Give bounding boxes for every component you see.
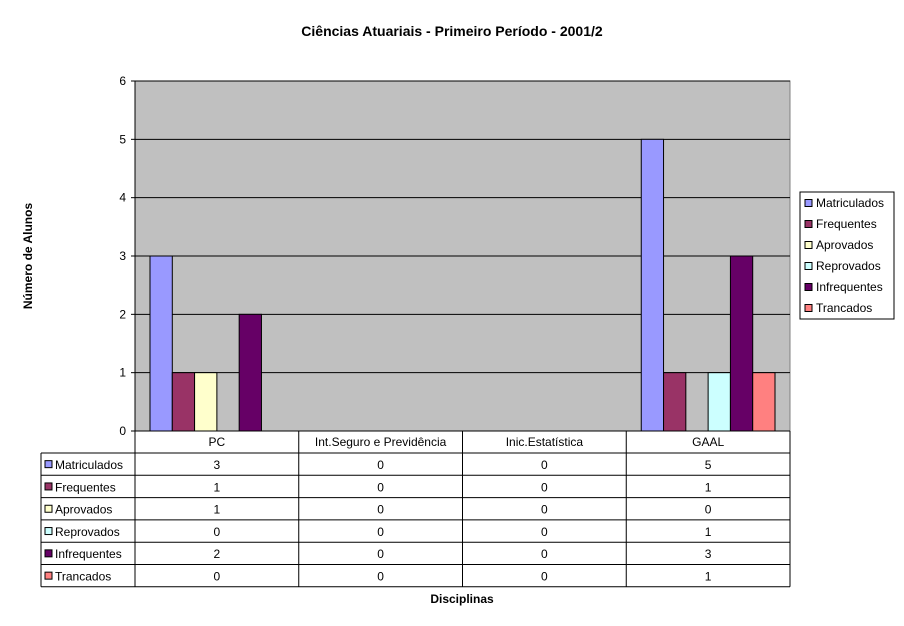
table-swatch-frequentes [44, 482, 53, 491]
data-label: 0 [377, 480, 384, 494]
data-label: 0 [377, 570, 384, 584]
legend-swatch-aprovados [804, 241, 813, 249]
data-label: 0 [377, 547, 384, 561]
table-series-label: Frequentes [55, 480, 116, 494]
table-swatch-matriculados [44, 460, 53, 469]
category-label: GAAL [692, 435, 724, 449]
bar-frequentes-0 [171, 372, 196, 432]
data-label: 2 [214, 547, 221, 561]
table-series-label: Reprovados [55, 525, 120, 539]
table-swatch-reprovados [44, 527, 53, 536]
table-series-label: Aprovados [55, 503, 112, 517]
bar-matriculados-0 [149, 255, 173, 432]
bar-frequentes-3 [663, 372, 687, 432]
y-tick-label: 3 [119, 249, 126, 263]
data-label: 0 [541, 503, 548, 517]
table-swatch-infrequentes [44, 549, 53, 558]
data-label: 1 [214, 480, 221, 494]
data-label: 0 [541, 570, 548, 584]
legend-label-matriculados: Matriculados [816, 196, 884, 210]
data-label: 3 [214, 458, 221, 472]
legend-swatch-infrequentes [804, 283, 813, 291]
legend-label-reprovados: Reprovados [816, 259, 881, 273]
legend-label-aprovados: Aprovados [816, 238, 873, 252]
category-label: Inic.Estatística [506, 435, 584, 449]
legend: Matriculados Frequentes Aprovados Reprovado… [799, 191, 895, 320]
legend-swatch-frequentes [804, 220, 813, 228]
data-label: 0 [377, 503, 384, 517]
table-swatch-aprovados [44, 504, 53, 513]
plot-area [134, 80, 791, 432]
data-label: 0 [214, 525, 221, 539]
legend-box [799, 191, 895, 320]
data-label: 0 [377, 458, 384, 472]
bar-aprovados-0 [194, 372, 218, 432]
data-label: 0 [705, 503, 712, 517]
data-label: 0 [214, 570, 221, 584]
table-swatch-trancados [44, 571, 53, 580]
legend-swatch-trancados [804, 304, 813, 312]
data-label: 5 [705, 458, 712, 472]
data-label: 0 [541, 458, 548, 472]
bar-infrequentes-3 [729, 255, 754, 432]
bar-matriculados-3 [640, 138, 665, 432]
data-label: 1 [705, 480, 712, 494]
y-tick-label: 4 [119, 191, 126, 205]
bars [149, 138, 776, 432]
bar-trancados-3 [752, 372, 776, 432]
y-tick-label: 6 [119, 74, 126, 88]
legend-label-infrequentes: Infrequentes [816, 280, 883, 294]
bar-infrequentes-0 [238, 313, 262, 432]
data-label: 0 [541, 547, 548, 561]
table-series-label: Matriculados [55, 458, 123, 472]
legend-label-trancados: Trancados [816, 301, 872, 315]
y-tick-label: 2 [119, 307, 126, 321]
data-label: 1 [705, 570, 712, 584]
data-label: 0 [377, 525, 384, 539]
data-label: 3 [705, 547, 712, 561]
bar-reprovados-3 [707, 372, 731, 432]
y-tick-label: 1 [119, 366, 126, 380]
category-label: Int.Seguro e Previdência [315, 435, 447, 449]
legend-label-frequentes: Frequentes [816, 217, 877, 231]
legend-swatch-reprovados [804, 262, 813, 270]
legend-swatch-matriculados [804, 199, 813, 207]
chart-title: Ciências Atuariais - Primeiro Período - … [301, 23, 603, 39]
table-series-label: Trancados [55, 570, 111, 584]
x-axis-label: Disciplinas [430, 592, 494, 606]
data-label: 1 [214, 503, 221, 517]
data-label: 0 [541, 480, 548, 494]
y-axis-label: Número de Alunos [21, 203, 35, 310]
data-table: PC Int.Seguro e Previdência Inic.Estatísti… [40, 430, 791, 588]
y-axis-ticks: 0 1 2 3 4 5 6 [119, 74, 135, 438]
y-tick-label: 0 [119, 424, 126, 438]
table-series-label: Infrequentes [55, 547, 122, 561]
y-tick-label: 5 [119, 132, 126, 146]
data-label: 0 [541, 525, 548, 539]
data-label: 1 [705, 525, 712, 539]
category-label: PC [209, 435, 226, 449]
